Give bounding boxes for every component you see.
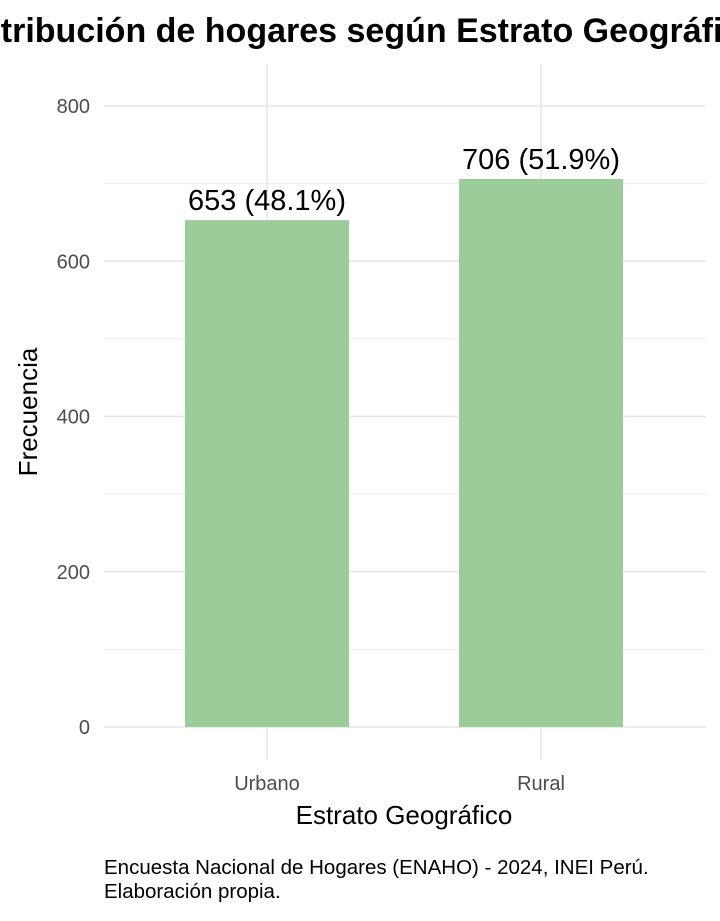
caption-source: Encuesta Nacional de Hogares (ENAHO) - 2… (104, 856, 649, 879)
y-tick-label: 0 (79, 717, 90, 739)
chart-caption: Encuesta Nacional de Hogares (ENAHO) - 2… (104, 856, 720, 904)
chart-title: Distribución de hogares según Estrato Ge… (0, 12, 720, 50)
bar-rural (459, 178, 623, 727)
caption-note: Elaboración propia. (104, 880, 281, 903)
bar-labels: 653 (48.1%) 706 (51.9%) (188, 144, 620, 217)
y-axis-ticks: 0 200 400 600 800 (57, 96, 90, 739)
y-tick-label: 200 (57, 562, 90, 584)
bar-label-urbano: 653 (48.1%) (188, 185, 346, 217)
x-tick-label-urbano: Urbano (234, 773, 300, 795)
y-tick-label: 600 (57, 251, 90, 273)
y-tick-label: 400 (57, 407, 90, 429)
x-axis-title: Estrato Geográfico (296, 800, 513, 830)
bar-urbano (185, 220, 349, 727)
x-axis-ticks: Urbano Rural (234, 773, 565, 795)
y-axis-title: Frecuencia (13, 347, 43, 476)
x-tick-label-rural: Rural (517, 773, 565, 795)
bar-label-rural: 706 (51.9%) (462, 144, 620, 176)
y-tick-label: 800 (57, 96, 90, 118)
bars (185, 178, 623, 727)
